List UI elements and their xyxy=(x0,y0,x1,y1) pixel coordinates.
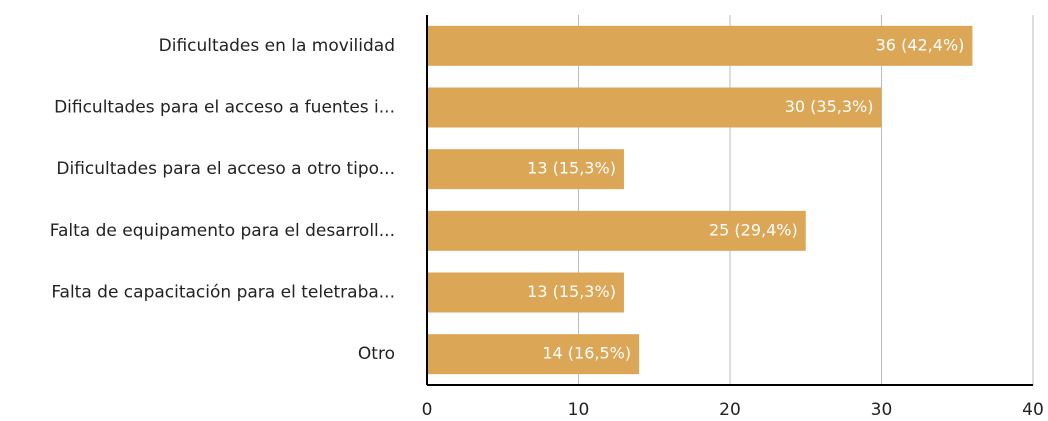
y-tick-label: Dificultades en la movilidad xyxy=(159,36,395,56)
y-tick-label: Otro xyxy=(358,344,395,364)
bar[interactable] xyxy=(427,149,624,190)
y-tick-label: Dificultades para el acceso a otro tipo.… xyxy=(56,159,395,179)
value-label: 25 (29,4%) xyxy=(709,220,798,239)
value-label: 13 (15,3%) xyxy=(527,282,616,301)
value-label: 36 (42,4%) xyxy=(876,35,965,54)
y-tick-label: Falta de equipamento para el desarroll..… xyxy=(50,221,395,241)
bar[interactable] xyxy=(427,87,882,128)
bar[interactable] xyxy=(427,334,640,375)
bar[interactable] xyxy=(427,272,624,313)
bar[interactable] xyxy=(427,25,973,66)
bar[interactable] xyxy=(427,210,806,251)
value-label: 14 (16,5%) xyxy=(542,344,631,363)
x-tick-label: 0 xyxy=(422,400,433,420)
x-tick-label: 20 xyxy=(719,400,741,420)
x-tick-label: 30 xyxy=(871,400,893,420)
y-tick-label: Dificultades para el acceso a fuentes i.… xyxy=(54,98,395,118)
value-label: 30 (35,3%) xyxy=(785,97,874,116)
x-tick-label: 40 xyxy=(1022,400,1044,420)
y-tick-label: Falta de capacitación para el teletraba.… xyxy=(51,283,395,303)
x-tick-label: 10 xyxy=(568,400,590,420)
value-label: 13 (15,3%) xyxy=(527,159,616,178)
